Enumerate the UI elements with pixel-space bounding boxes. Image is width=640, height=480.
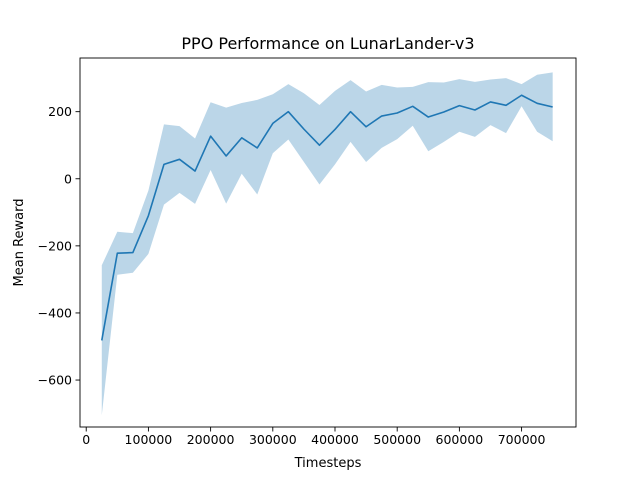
x-tick-label: 500000	[373, 432, 421, 447]
data-point	[427, 116, 429, 118]
data-point	[256, 147, 258, 149]
x-tick-label: 400000	[311, 432, 359, 447]
plot-frame	[79, 57, 577, 428]
data-point	[241, 137, 243, 139]
y-tick-label: −200	[38, 238, 72, 253]
x-tick-label: 600000	[436, 432, 484, 447]
y-tick-label: −600	[38, 373, 72, 388]
data-point	[474, 109, 476, 111]
data-point	[396, 112, 398, 114]
chart-title: PPO Performance on LunarLander-v3	[181, 34, 474, 53]
data-point	[412, 105, 414, 107]
data-point	[194, 170, 196, 172]
data-point	[318, 144, 320, 146]
x-tick-label: 300000	[249, 432, 297, 447]
x-tick-label: 100000	[125, 432, 173, 447]
data-point	[287, 110, 289, 112]
data-point	[101, 339, 103, 341]
x-tick-label: 200000	[187, 432, 235, 447]
data-point	[303, 128, 305, 130]
data-point	[505, 104, 507, 106]
data-point	[163, 163, 165, 165]
data-point	[458, 104, 460, 106]
x-tick-label: 0	[82, 432, 90, 447]
data-point	[349, 110, 351, 112]
data-point	[178, 158, 180, 160]
y-tick-label: 200	[48, 104, 72, 119]
data-point	[489, 101, 491, 103]
data-point	[443, 111, 445, 113]
x-tick-label: 700000	[498, 432, 546, 447]
data-point	[147, 214, 149, 216]
data-point	[380, 115, 382, 117]
data-point	[536, 102, 538, 104]
y-axis-label: Mean Reward	[12, 199, 27, 287]
data-point	[334, 128, 336, 130]
y-tick-label: −400	[38, 305, 72, 320]
confidence-band	[101, 72, 553, 416]
y-tick-label: 0	[64, 171, 72, 186]
data-point	[272, 122, 274, 124]
x-axis-label: Timesteps	[294, 456, 362, 471]
data-point	[132, 251, 134, 253]
data-point	[225, 155, 227, 157]
mean-reward-line	[100, 94, 553, 341]
data-point	[209, 135, 211, 137]
data-point	[551, 106, 553, 108]
data-point	[365, 126, 367, 128]
data-point	[116, 252, 118, 254]
data-point	[520, 94, 522, 96]
